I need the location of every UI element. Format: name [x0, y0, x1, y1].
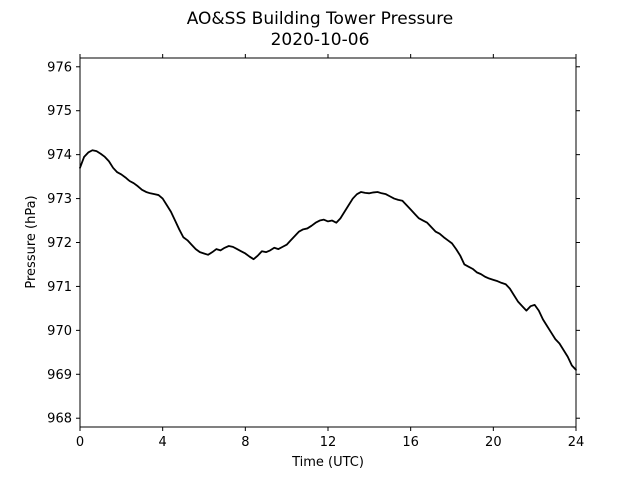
x-tick-label: 20 [485, 435, 502, 450]
y-tick-label: 971 [47, 280, 72, 295]
y-tick-label: 970 [47, 324, 72, 339]
x-tick-label: 8 [241, 435, 249, 450]
y-tick-label: 976 [47, 60, 72, 75]
x-tick-label: 24 [568, 435, 585, 450]
pressure-series-line [79, 149, 577, 371]
plot-area-frame [79, 57, 577, 428]
x-tick-label: 0 [76, 435, 84, 450]
x-axis-ticks: 0 4 8 12 16 20 24 [76, 54, 584, 450]
y-axis-ticks: 968 969 970 971 972 973 974 975 976 [47, 60, 580, 427]
y-tick-label: 969 [47, 368, 72, 383]
y-tick-label: 972 [47, 236, 72, 251]
y-tick-label: 975 [47, 104, 72, 119]
y-tick-label: 974 [47, 148, 72, 163]
x-tick-label: 4 [159, 435, 167, 450]
y-tick-label: 968 [47, 412, 72, 427]
y-tick-label: 973 [47, 192, 72, 207]
x-tick-label: 16 [402, 435, 419, 450]
x-tick-label: 12 [320, 435, 337, 450]
chart-title: AO&SS Building Tower Pressure [187, 9, 454, 29]
chart-subtitle: 2020-10-06 [271, 30, 370, 50]
x-axis-label: Time (UTC) [291, 455, 364, 470]
y-axis-label: Pressure (hPa) [24, 195, 39, 288]
